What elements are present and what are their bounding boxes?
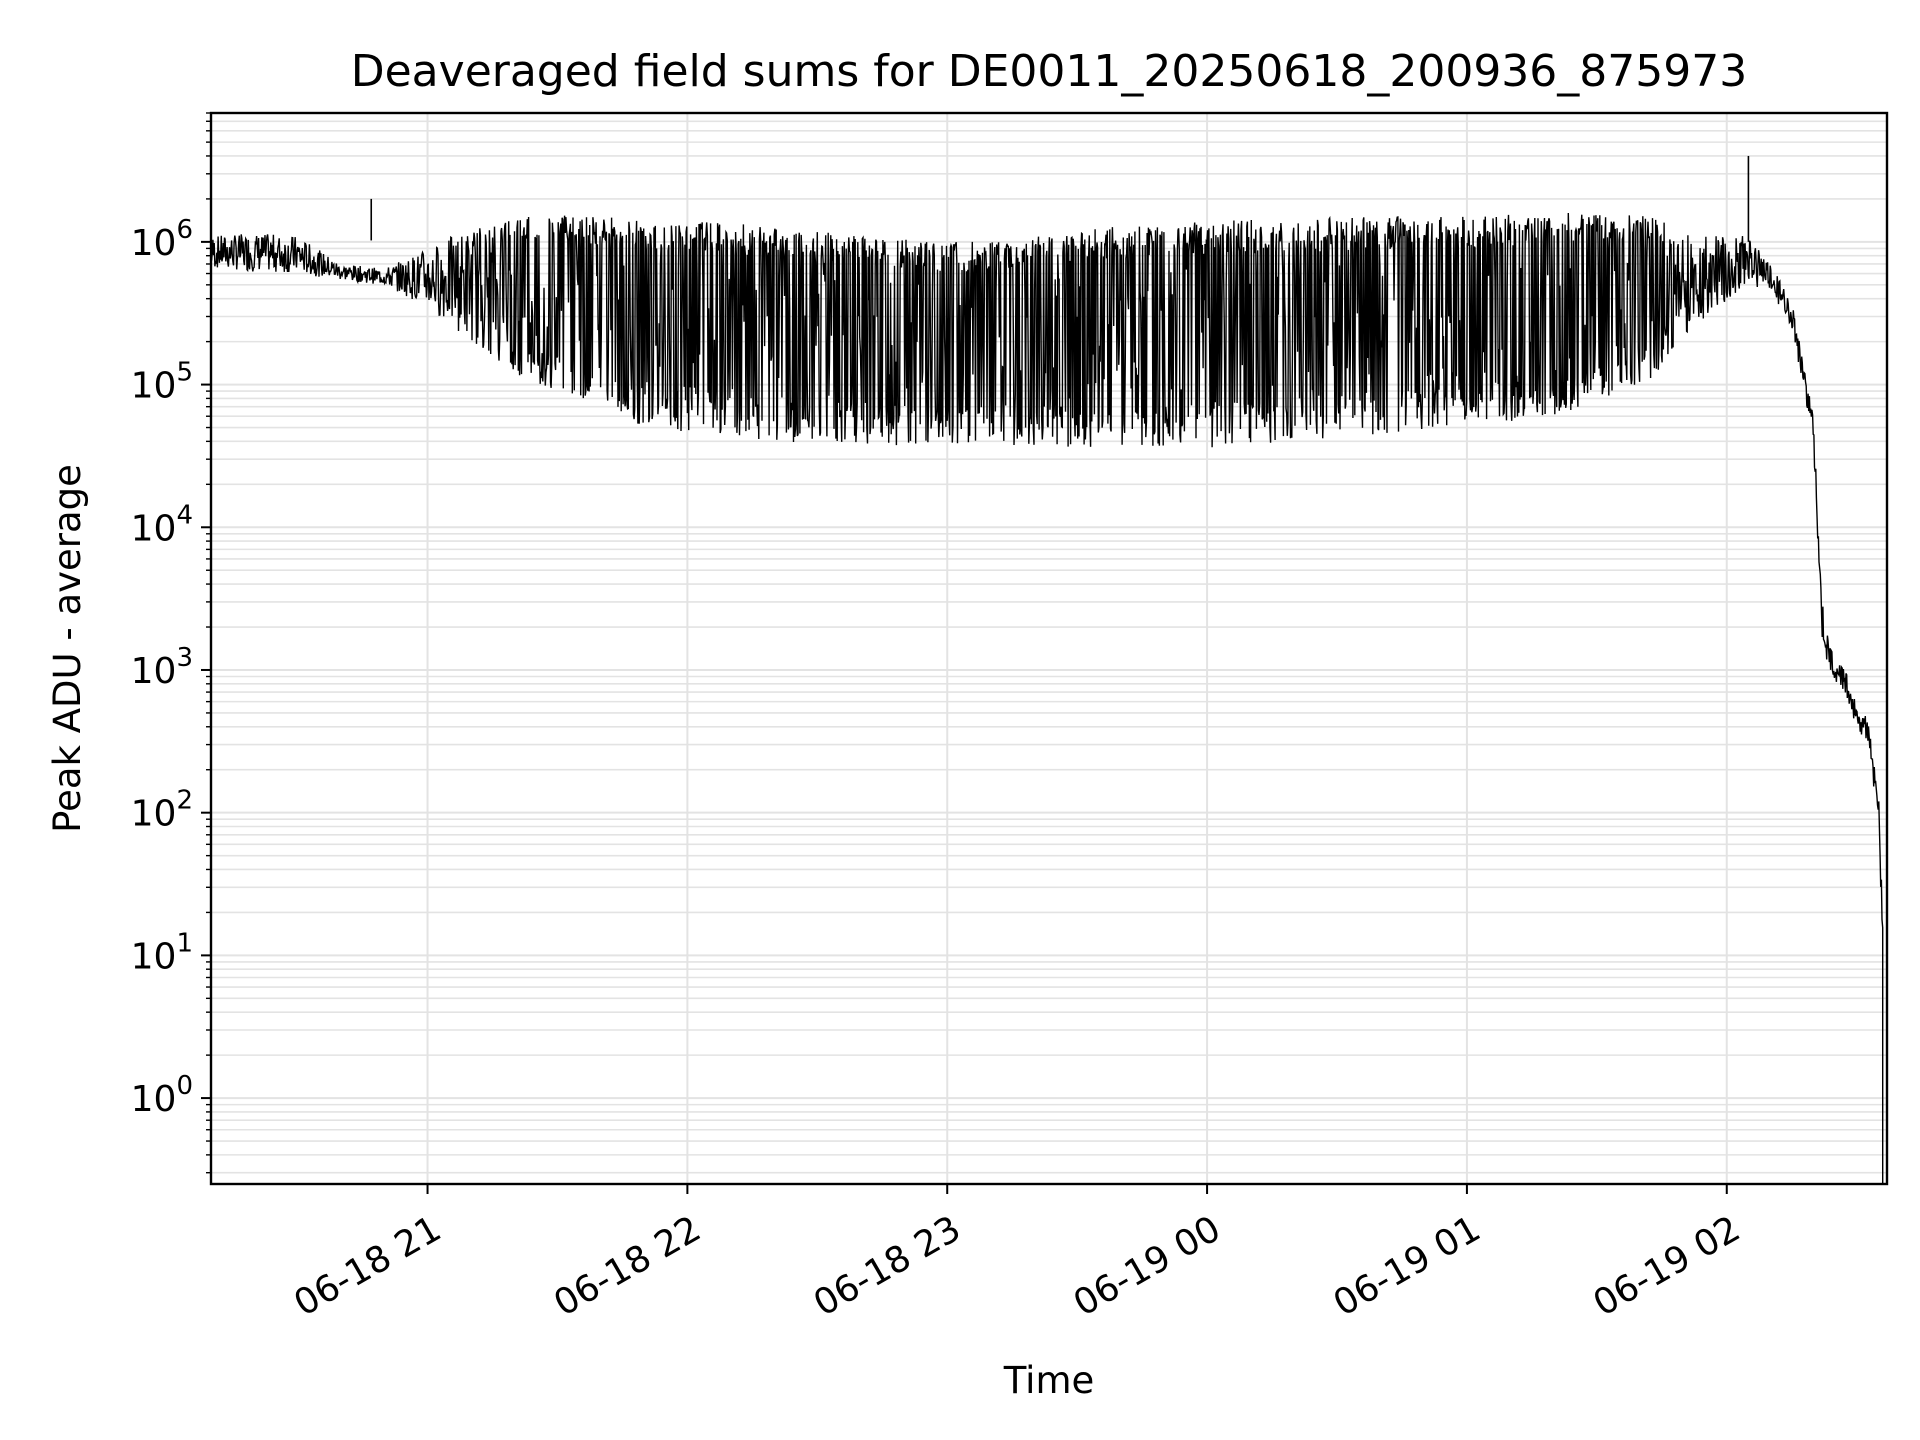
series-line (210, 212, 1884, 1184)
x-axis-label: Time (1003, 1359, 1095, 1402)
minor-gridlines (211, 112, 1887, 1174)
y-tick-label: 103 (131, 643, 193, 692)
y-axis-label: Peak ADU - average (46, 464, 89, 833)
y-axis-ticks: 106 105 104 103 102 101 100 (131, 215, 211, 1120)
y-tick-label: 104 (131, 500, 193, 549)
y-tick-label: 101 (131, 928, 193, 977)
chart-title: Deaveraged field sums for DE0011_2025061… (351, 46, 1748, 97)
y-tick-label: 100 (131, 1071, 193, 1120)
y-tick-label: 106 (131, 215, 193, 264)
y-tick-label: 102 (131, 786, 193, 835)
y-tick-label: 105 (131, 358, 193, 407)
plot-frame (209, 111, 1889, 1186)
